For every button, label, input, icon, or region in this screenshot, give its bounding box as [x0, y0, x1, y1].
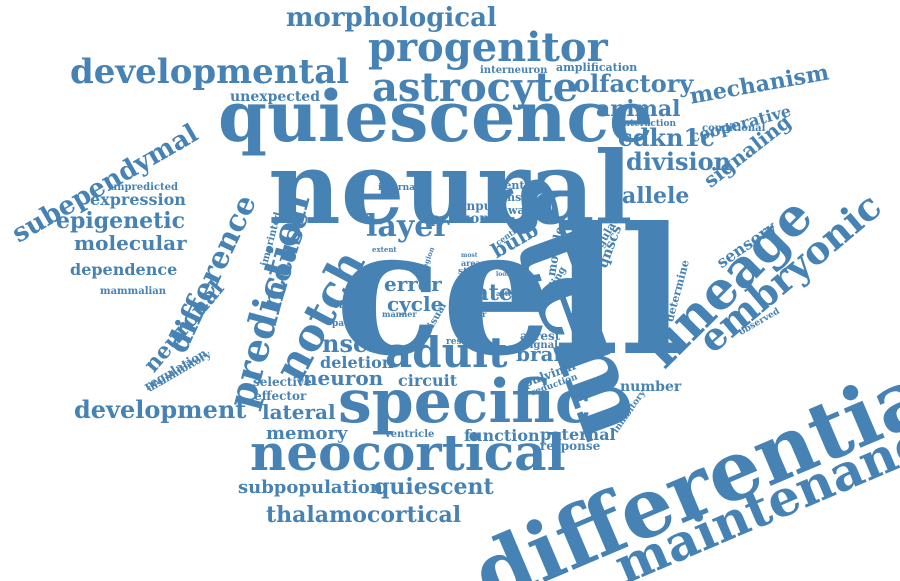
cloud-word-developmental: developmental — [70, 52, 350, 92]
cloud-word-quiescent: quiescent — [374, 474, 494, 500]
cloud-word-olfactory: olfactory — [574, 69, 694, 98]
cloud-word-loose: loose — [496, 271, 514, 278]
cloud-word-astrocyte: astrocyte — [372, 64, 579, 111]
cloud-word-cell: cell — [335, 190, 686, 395]
cloud-word-active: active — [496, 289, 520, 298]
cloud-word-adult: adult — [385, 328, 508, 377]
cloud-word-mammalian: mammalian — [100, 286, 167, 297]
cloud-word-fate: fate — [465, 280, 513, 306]
cloud-word-ventricle: ventricle — [385, 429, 435, 440]
cloud-word-paternal: paternal — [540, 425, 616, 444]
cloud-word-dependence: dependence — [70, 260, 178, 279]
cloud-word-arrest: arrest — [520, 329, 561, 343]
cloud-word-allele: allele — [622, 183, 690, 209]
cloud-word-cycle: cycle — [387, 292, 444, 316]
cloud-word-molecular: molecular — [74, 231, 187, 255]
cloud-word-conditional: conditional — [702, 123, 766, 134]
cloud-word-unpredicted: unpredicted — [110, 182, 179, 193]
cloud-word-function: function — [464, 426, 540, 445]
cloud-word-area: area — [461, 258, 481, 268]
cloud-word-ventral: ventral — [498, 179, 542, 192]
cloud-word-pathway: pathway — [332, 319, 374, 329]
cloud-word-cdkn1c: cdkn1c — [618, 123, 715, 152]
cloud-word-signal: signal — [524, 340, 558, 351]
cloud-word-interneuron: interneuron — [480, 65, 548, 76]
cloud-word-role: role — [566, 274, 595, 289]
cloud-word-most: most — [461, 252, 478, 259]
cloud-word-progenitor: progenitor — [368, 24, 608, 71]
cloud-word-deletion: deletion — [320, 353, 394, 372]
cloud-word-morphological: morphological — [286, 3, 497, 33]
cloud-word-division: division — [626, 147, 732, 176]
cloud-word-zone: zone — [462, 211, 499, 227]
cloud-word-effector: effector — [254, 389, 307, 403]
cloud-word-input: input — [462, 199, 498, 213]
cloud-word-neural: neural — [268, 129, 633, 247]
cloud-word-manner: manner — [382, 309, 417, 319]
cloud-word-upper: upper — [460, 309, 487, 319]
cloud-word-expression: expression — [90, 190, 186, 209]
cloud-word-specific: specific — [338, 367, 592, 437]
cloud-word-memory: memory — [266, 423, 348, 444]
cloud-word-error: error — [384, 272, 442, 296]
cloud-word-anscs: anscs — [500, 191, 535, 204]
cloud-word-response: response — [540, 439, 601, 453]
cloud-word-animal: animal — [596, 96, 681, 122]
cloud-word-subpopulation: subpopulation — [238, 477, 383, 498]
cloud-word-number: number — [620, 379, 682, 395]
cloud-word-lateral: lateral — [262, 400, 336, 424]
cloud-word-unexpected: unexpected — [230, 89, 320, 105]
cloud-word-nscs: nscs — [322, 329, 382, 358]
cloud-word-npcs: npcs — [420, 211, 457, 227]
cloud-word-interaction: interaction — [620, 119, 677, 129]
cloud-word-neuron: neuron — [303, 366, 384, 390]
cloud-word-layer: layer — [366, 209, 450, 244]
cloud-word-mechanism: mechanism — [687, 59, 831, 110]
cloud-word-epigenetic: epigenetic — [56, 208, 186, 234]
cloud-word-wall: wall — [508, 204, 533, 217]
cloud-word-result: result — [446, 337, 476, 347]
cloud-word-amplification: amplification — [556, 61, 638, 74]
cloud-word-development: development — [74, 395, 247, 424]
cloud-word-extent: extent — [372, 245, 397, 254]
cloud-word-internal: internal — [378, 183, 419, 193]
cloud-word-neocortical: neocortical — [250, 423, 566, 482]
cloud-word-origin: origin — [333, 301, 364, 311]
cloud-word-brain: brain — [516, 342, 576, 366]
cloud-word-selective: selective — [253, 375, 312, 389]
cloud-word-study: study — [458, 267, 486, 277]
cloud-word-thalamocortical: thalamocortical — [266, 502, 462, 528]
cloud-word-circuit: circuit — [398, 371, 458, 390]
cloud-word-quiescence: quiescence — [218, 75, 654, 158]
